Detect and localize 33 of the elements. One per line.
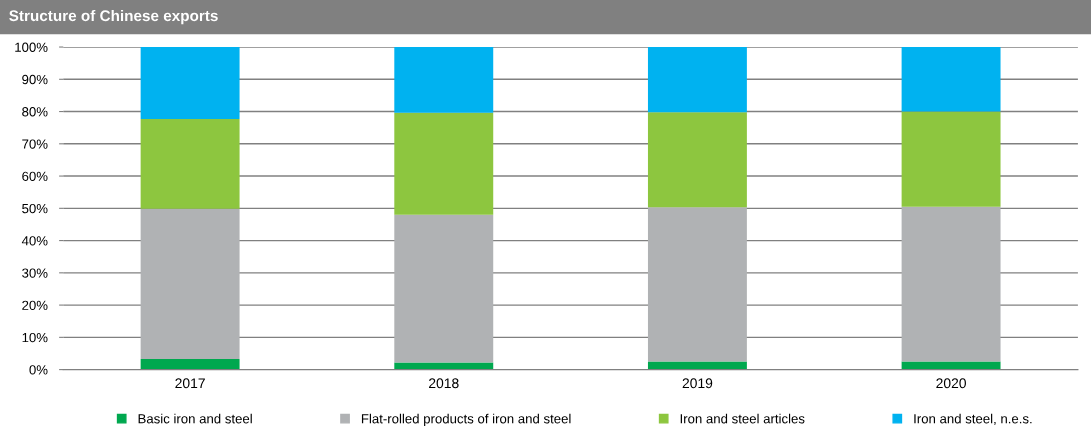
bar <box>901 206 1001 362</box>
y-tick-label: 0% <box>29 365 48 375</box>
x-tick-label: 2018 <box>429 378 459 389</box>
y-tick-label: 60% <box>22 171 48 181</box>
y-tick-label: 80% <box>22 107 48 117</box>
legend-label: Flat-rolled products of iron and steel <box>361 413 571 427</box>
y-tick-label: 90% <box>22 74 48 85</box>
y-tick-label: 50% <box>22 203 48 214</box>
bar <box>140 208 240 359</box>
legend-label: Iron and steel, n.e.s. <box>914 413 1032 425</box>
bar <box>140 118 240 209</box>
bar <box>647 47 747 113</box>
y-tick-label: 20% <box>22 300 48 310</box>
x-tick-label: 2017 <box>175 378 205 389</box>
bar <box>647 207 747 362</box>
bar <box>140 47 240 119</box>
legend-label: Basic iron and steel <box>138 413 252 424</box>
bar <box>394 214 494 363</box>
bar <box>901 47 1001 112</box>
bar <box>394 112 494 215</box>
chart-title: Structure of Chinese exports <box>9 9 218 25</box>
x-tick-label: 2019 <box>682 378 713 389</box>
x-tick-label: 2020 <box>936 378 966 389</box>
y-tick-label: 40% <box>21 236 48 246</box>
y-tick-label: 70% <box>22 139 48 149</box>
bar <box>901 111 1001 207</box>
bar <box>647 112 747 208</box>
bar <box>140 358 240 370</box>
bar <box>394 47 494 113</box>
y-tick-label: 10% <box>22 332 48 343</box>
y-tick-label: 30% <box>22 268 48 278</box>
y-tick-label: 100% <box>15 42 48 52</box>
legend-label: Iron and steel articles <box>680 413 805 424</box>
